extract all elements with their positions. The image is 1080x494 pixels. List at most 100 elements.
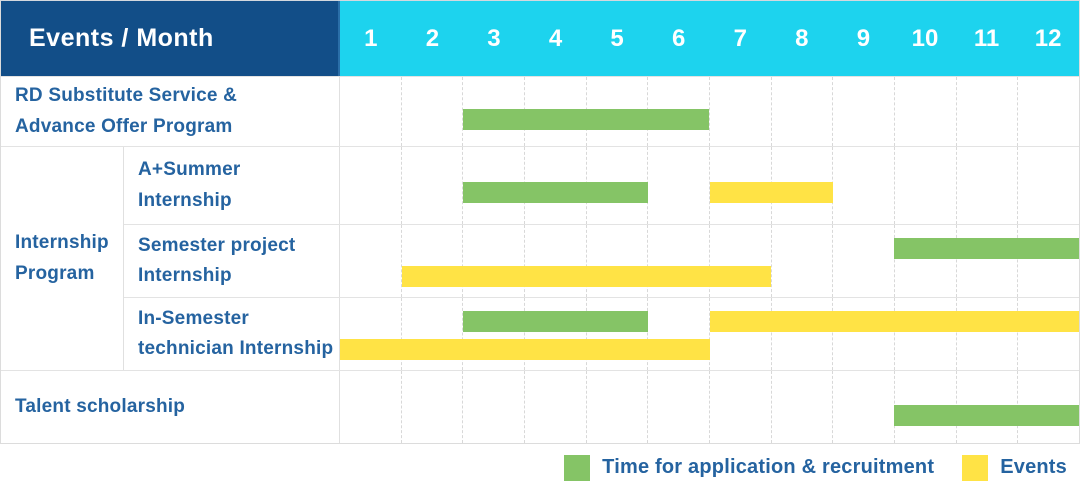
month-gridline-column [524,371,586,443]
month-header-cell-8: 8 [795,24,809,52]
application-bar [463,311,648,332]
month-gridline-column [955,147,1018,224]
table-row-semester-project-internship: Semester project Internship [124,224,1079,297]
header-title-text: Events / Month [29,24,214,52]
month-header-cell-6: 6 [672,24,686,52]
row-label-line: A+Summer [138,159,241,181]
group-label-line: Program [15,262,95,284]
month-gridline-column [340,147,401,224]
month-gridline-column [462,77,524,146]
row-label-a-summer-internship: A+Summer Internship [124,147,340,224]
month-gridline-column [585,371,648,443]
month-gridline-column [894,147,956,224]
month-header-cell-3: 3 [487,24,501,52]
application-bar [894,405,1079,426]
month-gridline-column [770,225,833,297]
month-gridline-column [647,298,709,370]
row-label-line: RD Substitute Service & [15,85,238,107]
month-gridline-column [647,225,709,297]
month-gridline-column [770,298,833,370]
month-gridline-column [1017,147,1079,224]
month-gridline-column [400,225,463,297]
month-gridline-column [462,298,524,370]
month-gridline-column [585,298,648,370]
month-gridline-column [770,371,833,443]
table-header-title: Events / Month [1,1,340,76]
month-gridline-column [955,225,1018,297]
row-label-line: Advance Offer Program [15,115,233,137]
month-gridline-column [832,298,894,370]
table-body: RD Substitute Service & Advance Offer Pro… [1,76,1079,443]
legend: Time for application & recruitment Events [0,441,1067,494]
month-gridline-column [524,225,586,297]
table-row-talent-scholarship: Talent scholarship [1,370,1079,443]
application-bar [463,109,710,130]
legend-label-application: Time for application & recruitment [602,456,935,478]
row-group-internship-program: Internship Program A+Summer Internship Semes… [1,146,1079,370]
month-gridline-column [647,147,709,224]
month-gridline-column [955,298,1018,370]
group-label-line: Internship [15,232,109,254]
table-row-rd-substitute-service-advance-offer-program: RD Substitute Service & Advance Offer Pro… [1,76,1079,146]
month-gridline-column [647,371,709,443]
month-header-cell-10: 10 [911,24,939,52]
group-label: Internship Program [1,147,124,370]
month-gridline-column [400,298,463,370]
month-gridline-column [832,147,894,224]
row-label-line: In-Semester [138,307,249,329]
legend-swatch-events [962,454,989,481]
month-header-cell-1: 1 [364,24,378,52]
table-row-in-semester-technician-internship: In-Semester technician Internship [124,297,1079,370]
month-header-cell-5: 5 [610,24,624,52]
month-gridline-column [1017,77,1079,146]
month-gridline-column [832,225,894,297]
month-gridline-column [1017,298,1079,370]
month-gridline-column [585,225,648,297]
row-label-in-semester-technician-internship: In-Semester technician Internship [124,298,340,370]
month-gridline-column [832,371,894,443]
row-label-line: Semester project [138,234,296,256]
row-chart-area [340,77,1079,146]
month-gridline-column [894,225,956,297]
month-gridline-column [709,77,771,146]
row-chart-area [340,371,1079,443]
month-gridline-column [1017,225,1079,297]
row-chart-area [340,147,1079,224]
row-label-line: Internship [138,189,232,211]
table-header-row: Events / Month 1 2 3 4 5 6 7 8 9 10 11 12 [1,1,1079,76]
month-header-cell-11: 11 [973,24,1000,52]
month-header-cell-4: 4 [548,24,563,52]
legend-label-events: Events [1000,456,1067,478]
month-gridline-column [894,298,956,370]
row-label-line: Talent scholarship [15,395,186,417]
events-bar [340,339,710,360]
application-bar [463,182,648,203]
events-bar [709,311,1079,332]
month-gridline-column [400,371,463,443]
month-gridline-column [524,298,586,370]
month-gridline-column [462,147,524,224]
month-gridline-column [770,77,833,146]
month-header-cell-2: 2 [425,24,440,52]
legend-item-events: Events [962,454,1067,481]
legend-item-application: Time for application & recruitment [564,454,935,481]
month-gridline-column [400,77,463,146]
month-gridline-column [894,77,956,146]
month-header-cell-7: 7 [733,24,747,52]
month-gridline-column [400,147,463,224]
application-bar [894,238,1079,259]
month-gridline-column [709,298,771,370]
group-rows: A+Summer Internship Semester project Intern… [124,147,1079,370]
month-gridline-column [709,225,771,297]
row-chart-area [340,298,1079,370]
row-label-talent-scholarship: Talent scholarship [1,371,340,443]
events-bar [401,266,772,287]
row-label-line: Internship [138,265,232,286]
month-gridline-column [955,77,1018,146]
month-header-cell-9: 9 [856,24,871,52]
month-gridline-column [709,371,771,443]
month-gridline-column [832,77,894,146]
month-gridline-column [340,225,401,297]
legend-swatch-application [564,454,591,481]
